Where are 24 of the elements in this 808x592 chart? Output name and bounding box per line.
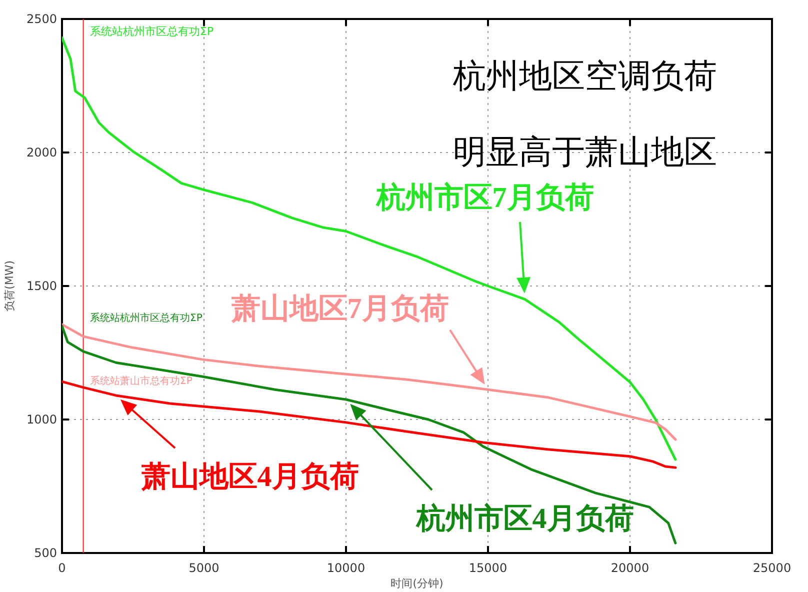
x-axis-title: 时间(分钟): [390, 577, 444, 590]
y-tick-label: 2500: [26, 12, 57, 26]
y-tick-label: 1500: [26, 279, 57, 293]
legend-label: 萧山地区4月负荷: [140, 461, 359, 493]
x-tick-label: 10000: [326, 561, 366, 575]
annotation: 杭州地区空调负荷: [452, 59, 717, 95]
line-series: [62, 324, 677, 544]
annotation: 系统站杭州市区总有功ΣP: [90, 25, 214, 38]
annotation: 明显高于萧山地区: [453, 134, 717, 171]
x-tick-label: 5000: [188, 561, 220, 575]
x-tick-label: 15000: [468, 561, 508, 575]
x-tick-label: 25000: [752, 561, 792, 575]
x-tick-label: 0: [58, 561, 66, 575]
series-label: 杭州市区7月负荷: [375, 181, 594, 214]
y-tick-label: 1000: [26, 412, 57, 426]
annotation: 系统站杭州市区总有功ΣP: [90, 312, 202, 324]
y-axis-title: 负荷(MW): [3, 260, 16, 312]
annotation: 系统站萧山市总有功ΣP: [90, 375, 192, 387]
y-tick-label: 500: [34, 546, 57, 560]
series-label: 萧山地区7月负荷: [230, 293, 449, 325]
x-tick-label: 20000: [610, 561, 650, 575]
line-series: [62, 323, 677, 441]
series-label: 杭州市区4月负荷: [415, 502, 634, 535]
y-tick-label: 2000: [26, 146, 57, 160]
